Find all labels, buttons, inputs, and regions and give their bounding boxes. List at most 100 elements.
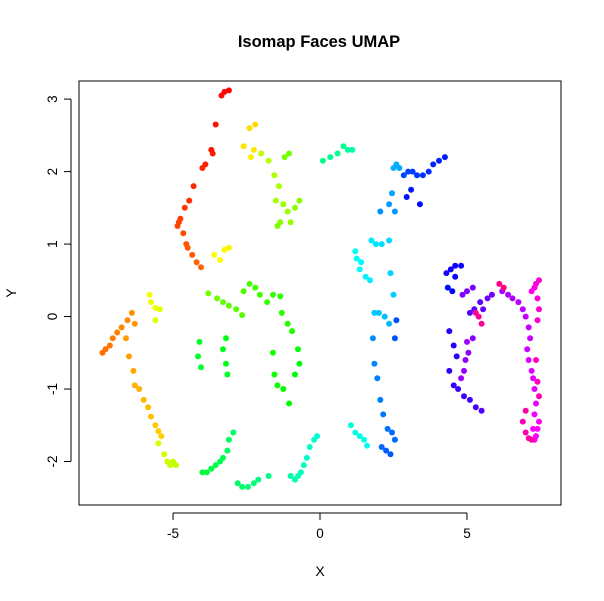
data-point — [515, 299, 522, 306]
data-point — [286, 400, 293, 407]
data-point — [519, 418, 526, 425]
data-point — [534, 295, 541, 302]
data-point — [247, 154, 254, 161]
y-tick-label: -2 — [45, 456, 60, 468]
data-point — [387, 451, 394, 458]
data-point — [536, 393, 542, 400]
data-point — [272, 197, 279, 204]
data-point — [458, 375, 465, 382]
data-point — [286, 150, 293, 157]
data-point — [446, 367, 453, 374]
data-point — [131, 382, 138, 389]
data-point — [530, 425, 537, 432]
data-point — [246, 125, 253, 132]
data-point — [344, 146, 351, 153]
x-axis: -5 0 5 — [167, 512, 471, 541]
data-point — [362, 273, 369, 280]
data-point — [453, 353, 460, 360]
data-point — [211, 251, 218, 258]
data-point — [447, 266, 454, 273]
data-point — [181, 204, 188, 211]
data-point — [536, 306, 542, 313]
data-point — [450, 382, 457, 389]
data-point — [391, 436, 398, 443]
data-point — [356, 433, 363, 440]
data-point — [466, 309, 473, 316]
data-point — [536, 277, 542, 284]
data-point — [155, 440, 162, 447]
data-point — [281, 154, 288, 161]
data-point — [524, 346, 531, 353]
data-points — [99, 87, 542, 490]
data-point — [289, 328, 296, 335]
y-tick-label: 1 — [45, 240, 60, 248]
data-point — [444, 284, 451, 291]
data-point — [396, 165, 403, 171]
data-point — [158, 433, 165, 440]
data-point — [449, 288, 456, 295]
data-point — [189, 251, 196, 258]
data-point — [295, 346, 301, 353]
data-point — [369, 335, 376, 342]
data-point — [212, 121, 219, 128]
data-point — [347, 422, 354, 429]
data-point — [533, 357, 539, 363]
data-point — [384, 425, 391, 432]
data-point — [292, 371, 298, 378]
data-point — [130, 367, 137, 374]
data-point — [374, 375, 381, 382]
data-point — [371, 309, 378, 316]
data-point — [525, 324, 532, 331]
data-point — [240, 143, 247, 150]
data-point — [156, 306, 163, 313]
data-point — [148, 299, 154, 306]
data-point — [252, 121, 259, 128]
data-point — [270, 291, 276, 298]
y-tick-label: 3 — [45, 95, 60, 103]
data-point — [225, 302, 232, 309]
data-point — [352, 248, 359, 255]
data-point — [484, 295, 491, 302]
data-point — [461, 367, 467, 374]
data-point — [193, 259, 200, 266]
data-point — [131, 320, 138, 327]
y-tick-label: 2 — [45, 168, 60, 176]
data-point — [152, 422, 159, 429]
data-point — [128, 309, 135, 316]
data-point — [240, 288, 247, 295]
data-point — [472, 404, 479, 411]
data-point — [530, 375, 537, 382]
data-point — [220, 454, 226, 461]
data-point — [255, 476, 262, 483]
data-point — [377, 208, 384, 215]
data-point — [199, 165, 206, 171]
data-point — [450, 342, 457, 349]
data-point — [381, 313, 388, 320]
data-point — [297, 469, 304, 476]
data-point — [408, 186, 415, 193]
data-point — [361, 436, 368, 443]
data-point — [173, 462, 179, 469]
data-point — [391, 208, 398, 215]
data-point — [488, 291, 495, 298]
data-point — [220, 299, 226, 306]
data-point — [458, 262, 465, 269]
data-point — [393, 317, 400, 324]
data-point — [106, 342, 113, 349]
data-point — [250, 146, 257, 153]
data-point — [425, 168, 432, 175]
data-point — [233, 306, 240, 313]
data-point — [198, 364, 204, 371]
data-point — [390, 291, 397, 298]
data-point — [528, 367, 535, 374]
data-point — [205, 290, 212, 297]
data-point — [245, 483, 251, 490]
data-point — [258, 150, 265, 157]
y-axis: -2 -1 0 1 2 3 — [45, 95, 72, 468]
data-point — [527, 335, 534, 342]
data-point — [364, 442, 370, 449]
x-axis-label: X — [315, 563, 325, 579]
data-point — [416, 201, 423, 208]
data-point — [271, 371, 278, 378]
data-point — [409, 168, 416, 175]
